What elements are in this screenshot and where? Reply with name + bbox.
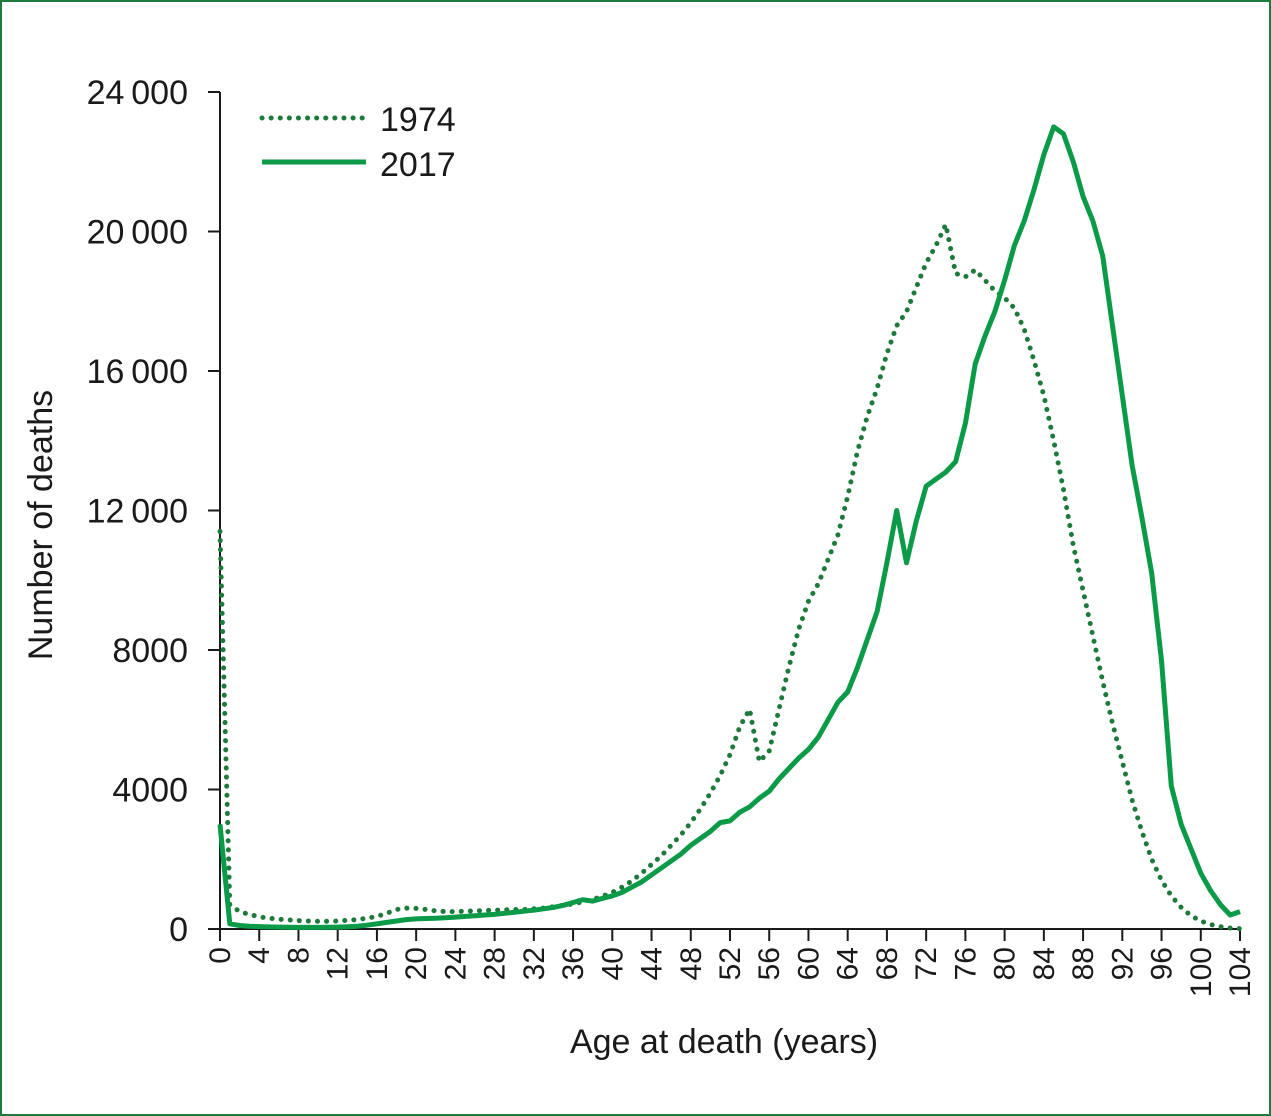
x-tick-label: 104 [1224,947,1257,997]
x-tick-label: 0 [204,947,237,964]
y-tick-label: 16 000 [87,353,188,391]
x-tick-label: 16 [361,947,394,980]
x-tick-label: 80 [989,947,1022,980]
y-tick-label: 4000 [112,772,188,810]
x-tick-label: 48 [675,947,708,980]
x-tick-label: 88 [1067,947,1100,980]
x-tick-label: 56 [753,947,786,980]
series-line-1974 [217,222,1243,932]
x-tick-label: 4 [243,947,276,964]
y-tick-label: 8000 [112,632,188,670]
series-lines [217,124,1243,932]
legend-label-2017: 2017 [380,146,456,184]
x-tick-label: 60 [792,947,825,980]
y-axis-ticks: 0 4000 8000 12 000 16 000 20 000 24 000 [87,74,220,949]
x-tick-label: 36 [557,947,590,980]
y-tick-label: 0 [169,911,188,949]
x-tick-label: 100 [1185,947,1218,997]
x-tick-label: 40 [596,947,629,980]
x-tick-label: 76 [949,947,982,980]
y-tick-label: 24 000 [87,74,188,112]
x-tick-label: 92 [1106,947,1139,980]
x-tick-label: 64 [832,947,865,980]
x-axis-ticks: 0 4 8 12 16 20 24 28 32 36 40 44 48 52 56 60 64 68 72 76 80 8… [204,929,1257,997]
y-tick-label: 12 000 [87,493,188,531]
x-axis-label: Age at death (years) [570,1023,878,1061]
legend: 1974 2017 [259,101,456,184]
x-tick-label: 8 [282,947,315,964]
x-tick-label: 32 [518,947,551,980]
x-tick-label: 96 [1146,947,1179,980]
x-tick-label: 12 [322,947,355,980]
chart-axes [208,92,1240,930]
x-tick-label: 24 [439,947,472,980]
y-axis-label: Number of deaths [22,390,60,660]
x-tick-label: 84 [1028,947,1061,980]
x-tick-label: 20 [400,947,433,980]
x-tick-label: 28 [479,947,512,980]
y-tick-label: 20 000 [87,214,188,252]
x-tick-label: 44 [636,947,669,980]
x-tick-label: 68 [871,947,904,980]
series-line-2017 [217,124,1241,930]
legend-label-1974: 1974 [380,101,456,139]
x-tick-label: 52 [714,947,747,980]
x-tick-label: 72 [910,947,943,980]
